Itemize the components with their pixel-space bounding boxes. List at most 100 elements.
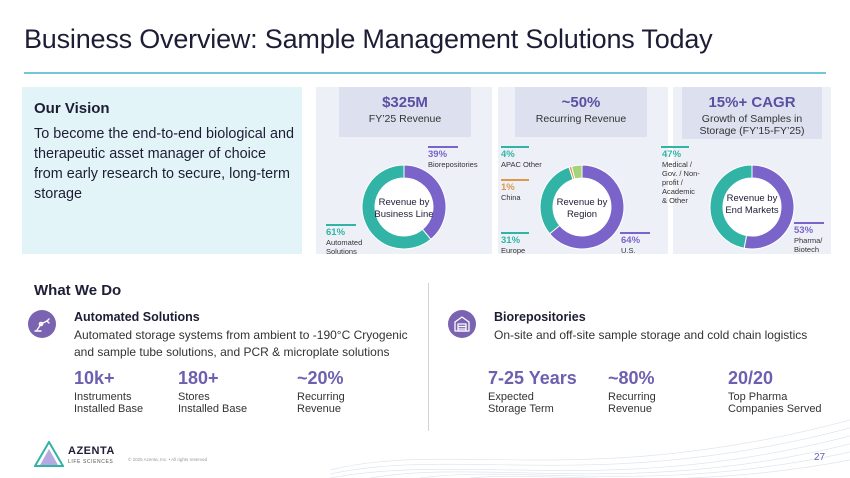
stat-label: Installed Base bbox=[178, 403, 248, 415]
donut-segment-3 bbox=[570, 164, 583, 180]
donut-center-line: End Markets bbox=[725, 204, 779, 216]
column-divider bbox=[428, 283, 429, 431]
metric-caption: FY’25 Revenue bbox=[368, 113, 442, 125]
segment-rule bbox=[501, 179, 529, 181]
segment-desc: Biorepositories bbox=[428, 160, 478, 169]
title-divider bbox=[24, 72, 826, 74]
segment-rule bbox=[428, 146, 458, 148]
donut-hole bbox=[553, 178, 611, 236]
metric-caption: Recurring Revenue bbox=[535, 113, 627, 125]
stat-recurring-bio: ~80% Recurring Revenue bbox=[608, 368, 656, 415]
stat-label: Top Pharma bbox=[728, 391, 788, 403]
stat-recurring-automated: ~20% Recurring Revenue bbox=[297, 368, 345, 415]
segment-label-medical: 47% Medical / Gov. / Non- profit / Acade… bbox=[662, 149, 700, 205]
business-title-automated: Automated Solutions bbox=[74, 310, 200, 324]
logo-name: AZENTA bbox=[68, 445, 115, 457]
segment-rule bbox=[326, 224, 356, 226]
logo-subtitle: LIFE SCIENCES bbox=[68, 459, 114, 465]
stat-value: 7-25 Years bbox=[488, 368, 577, 388]
segment-label-apac: 4% APAC Other bbox=[501, 149, 542, 169]
vision-panel bbox=[22, 87, 302, 254]
stat-value: 20/20 bbox=[728, 368, 774, 388]
segment-pct: 61% bbox=[326, 227, 346, 238]
segment-rule bbox=[661, 146, 689, 148]
robotic-arm-icon bbox=[28, 310, 56, 338]
stat-value: 10k+ bbox=[74, 368, 115, 388]
what-we-do-heading: What We Do bbox=[34, 282, 122, 299]
segment-rule bbox=[501, 232, 529, 234]
segment-pct: 64% bbox=[621, 235, 641, 246]
segment-desc: China bbox=[501, 193, 521, 202]
segment-label-china: 1% China bbox=[501, 182, 521, 202]
donut-center-label: Revenue by Business Line bbox=[354, 197, 454, 220]
donut-segment-1 bbox=[709, 164, 753, 249]
copyright-text: © 2025 Azenta, Inc. • All rights reserve… bbox=[128, 457, 208, 462]
stat-value: 180+ bbox=[178, 368, 219, 388]
donut-center-line: Revenue by bbox=[378, 197, 430, 208]
segment-desc: profit / bbox=[662, 178, 683, 187]
segment-rule bbox=[794, 222, 824, 224]
stat-label: Companies Served bbox=[728, 403, 822, 415]
segment-desc: Europe bbox=[501, 246, 526, 255]
donut-center-line: Business Line bbox=[374, 208, 434, 220]
stat-label: Recurring bbox=[297, 391, 345, 403]
segment-desc: Automated bbox=[326, 238, 363, 247]
stat-storage-term: 7-25 Years Expected Storage Term bbox=[488, 368, 577, 415]
metric-header-recurring: ~50% Recurring Revenue bbox=[515, 87, 647, 137]
segment-desc: Medical / bbox=[662, 160, 693, 169]
donut-hole bbox=[375, 178, 433, 236]
business-desc-automated: Automated storage systems from ambient t… bbox=[74, 328, 408, 359]
stat-value: ~80% bbox=[608, 368, 655, 388]
donut-segment-1 bbox=[361, 164, 432, 250]
business-title-biorepositories: Biorepositories bbox=[494, 310, 586, 324]
segment-rule bbox=[620, 232, 650, 234]
metric-value: 15%+ CAGR bbox=[708, 94, 796, 111]
stat-stores: 180+ Stores Installed Base bbox=[178, 368, 247, 415]
segment-desc: APAC Other bbox=[501, 160, 542, 169]
metric-caption: Growth of Samples in Storage (FY’15-FY’2… bbox=[699, 113, 805, 137]
segment-label-automated: 61% Automated Solutions bbox=[326, 227, 362, 256]
stat-instruments: 10k+ Instruments Installed Base bbox=[74, 368, 143, 415]
azenta-logo-icon bbox=[34, 441, 64, 467]
business-desc-biorepositories: On-site and off-site sample storage and … bbox=[494, 328, 808, 342]
segment-desc: Pharma/ bbox=[794, 236, 823, 245]
donut-center-label: Revenue by End Markets bbox=[702, 193, 802, 216]
stat-label: Revenue bbox=[608, 403, 653, 415]
segment-desc: Solutions bbox=[326, 247, 357, 256]
segment-desc: Gov. / Non- bbox=[662, 169, 700, 178]
page-title: Business Overview: Sample Management Sol… bbox=[24, 24, 713, 54]
segment-desc: Academic bbox=[662, 187, 695, 196]
stat-label: Stores bbox=[178, 391, 210, 403]
page-number: 27 bbox=[814, 452, 826, 463]
segment-label-europe: 31% Europe bbox=[501, 235, 525, 255]
stat-label: Storage Term bbox=[488, 403, 554, 415]
stat-top-pharma: 20/20 Top Pharma Companies Served bbox=[728, 368, 822, 415]
segment-label-biorepositories: 39% Biorepositories bbox=[428, 149, 478, 169]
donut-segment-0 bbox=[548, 164, 625, 250]
vision-text: To become the end-to-end biological and … bbox=[34, 126, 295, 202]
segment-pct: 4% bbox=[501, 149, 515, 160]
stat-value: ~20% bbox=[297, 368, 344, 388]
donut-chart-region bbox=[539, 164, 625, 250]
donut-center-line: Revenue by bbox=[726, 193, 778, 204]
segment-rule bbox=[501, 146, 529, 148]
segment-pct: 31% bbox=[501, 235, 521, 246]
segment-pct: 53% bbox=[794, 225, 814, 236]
segment-label-us: 64% U.S. bbox=[621, 235, 640, 255]
segment-pct: 1% bbox=[501, 182, 515, 193]
storage-facility-icon bbox=[448, 310, 476, 338]
donut-center-line: Revenue by bbox=[556, 197, 608, 208]
donut-center-line: Region bbox=[566, 208, 598, 220]
segment-label-pharma: 53% Pharma/ Biotech bbox=[794, 225, 822, 254]
donut-chart-end-markets bbox=[709, 164, 795, 250]
stat-label: Recurring bbox=[608, 391, 656, 403]
metric-header-cagr: 15%+ CAGR Growth of Samples in Storage (… bbox=[682, 87, 822, 139]
metric-value: ~50% bbox=[561, 94, 601, 111]
segment-pct: 47% bbox=[662, 149, 682, 160]
segment-desc: & Other bbox=[662, 196, 688, 205]
decorative-wave-lines bbox=[330, 419, 850, 478]
stat-label: Revenue bbox=[297, 403, 342, 415]
stat-label: Instruments bbox=[74, 391, 132, 403]
donut-chart-business-line bbox=[361, 164, 447, 250]
segment-pct: 39% bbox=[428, 149, 448, 160]
